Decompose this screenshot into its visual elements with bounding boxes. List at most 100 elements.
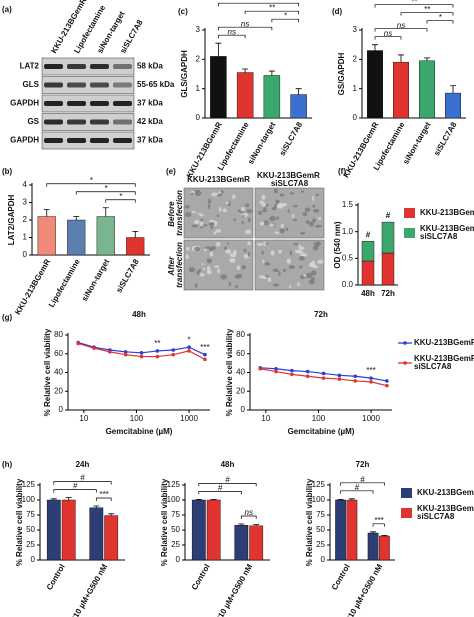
x-tick-label: 10 bbox=[261, 414, 270, 423]
cell bbox=[203, 267, 206, 271]
y-tick-label: 0.0 bbox=[342, 280, 354, 289]
chart-title: 24h bbox=[76, 460, 90, 469]
x-tick-label: 1000 bbox=[362, 414, 380, 423]
significance-label: ns bbox=[241, 19, 249, 28]
cell bbox=[317, 259, 324, 264]
error-bar bbox=[424, 57, 430, 61]
blot-band bbox=[90, 138, 109, 143]
point bbox=[369, 380, 373, 384]
significance-label: # bbox=[218, 484, 223, 493]
significance-label: * bbox=[119, 192, 123, 201]
bar-segment bbox=[381, 221, 395, 254]
bar-segment bbox=[361, 260, 375, 286]
cell bbox=[225, 249, 232, 254]
cell bbox=[278, 271, 281, 277]
cell bbox=[258, 275, 264, 279]
chart-title: 48h bbox=[221, 460, 235, 469]
point bbox=[76, 341, 80, 346]
point bbox=[258, 366, 262, 371]
cell bbox=[243, 248, 247, 253]
y-tick-label: 2 bbox=[353, 54, 358, 63]
bar bbox=[46, 499, 61, 561]
protein-label: GS bbox=[27, 117, 39, 126]
cell bbox=[298, 256, 306, 261]
error-bar bbox=[93, 505, 100, 508]
cell bbox=[269, 215, 276, 222]
cell bbox=[292, 205, 298, 208]
cell bbox=[199, 220, 204, 227]
significance-label: # bbox=[366, 230, 371, 239]
significance-bracket bbox=[340, 490, 374, 494]
cell bbox=[242, 214, 245, 218]
chart-title: 72h bbox=[356, 460, 370, 469]
blot-strip bbox=[41, 113, 135, 131]
legend-label: KKU-213BGemR bbox=[414, 338, 474, 347]
y-tick-label: 2 bbox=[23, 215, 28, 224]
cell bbox=[289, 284, 292, 289]
cell bbox=[207, 203, 211, 210]
cell bbox=[296, 250, 304, 254]
cell bbox=[256, 242, 264, 246]
y-axis-label: % Relative cell viability bbox=[43, 328, 52, 416]
column-label: KKU-213BGemR siSLC7A8 bbox=[257, 171, 322, 188]
panel-label: (b) bbox=[2, 167, 13, 176]
cell bbox=[191, 224, 199, 228]
cell bbox=[270, 250, 275, 256]
point bbox=[337, 373, 342, 378]
panel-label: (e) bbox=[166, 167, 176, 176]
significance-label: # bbox=[80, 474, 85, 483]
point bbox=[353, 379, 358, 383]
panel-label: (a) bbox=[2, 5, 12, 14]
bar bbox=[234, 525, 249, 561]
y-axis-label: % Relative cell viability bbox=[305, 478, 314, 566]
legend-label: KKU-213BGemR bbox=[417, 488, 474, 497]
cell bbox=[241, 212, 249, 218]
cell bbox=[279, 193, 285, 197]
cell bbox=[257, 210, 262, 215]
cell bbox=[259, 221, 264, 226]
error-bar bbox=[381, 535, 388, 536]
y-tick-label: 1 bbox=[353, 84, 358, 93]
point bbox=[123, 352, 128, 357]
cell bbox=[293, 242, 299, 246]
significance-bracket bbox=[340, 482, 385, 486]
cell bbox=[262, 259, 265, 264]
significance-bracket bbox=[218, 34, 246, 39]
point bbox=[203, 357, 207, 362]
cell bbox=[229, 252, 237, 258]
cell bbox=[298, 244, 301, 249]
blot-band bbox=[67, 138, 86, 143]
point bbox=[337, 377, 342, 381]
bar-segment bbox=[381, 252, 395, 286]
cell bbox=[220, 274, 228, 280]
cell bbox=[299, 265, 303, 269]
significance-label: * bbox=[188, 335, 191, 344]
blot-band bbox=[113, 119, 132, 125]
error-bar bbox=[253, 524, 260, 526]
bar bbox=[96, 216, 115, 256]
blot-strip bbox=[41, 131, 135, 150]
cell bbox=[274, 231, 280, 235]
error-bar bbox=[337, 499, 344, 500]
cell bbox=[273, 268, 279, 273]
point bbox=[321, 376, 326, 380]
blot-band bbox=[90, 82, 109, 88]
significance-bracket bbox=[374, 36, 402, 40]
blot-band bbox=[113, 101, 132, 106]
cell bbox=[199, 273, 205, 277]
y-tick-label: 3 bbox=[196, 25, 201, 34]
bar bbox=[335, 499, 346, 561]
cell bbox=[300, 190, 305, 193]
cell bbox=[259, 200, 264, 205]
point bbox=[139, 354, 144, 359]
significance-bracket bbox=[198, 483, 257, 487]
y-tick-label: 0.5 bbox=[342, 253, 354, 262]
significance-label: * bbox=[438, 13, 442, 22]
point bbox=[385, 379, 389, 383]
cell bbox=[210, 225, 214, 230]
y-tick-label: 0 bbox=[196, 113, 201, 122]
significance-label: * bbox=[104, 184, 108, 193]
y-tick-label: 3 bbox=[353, 25, 358, 34]
significance-bracket bbox=[53, 489, 97, 493]
